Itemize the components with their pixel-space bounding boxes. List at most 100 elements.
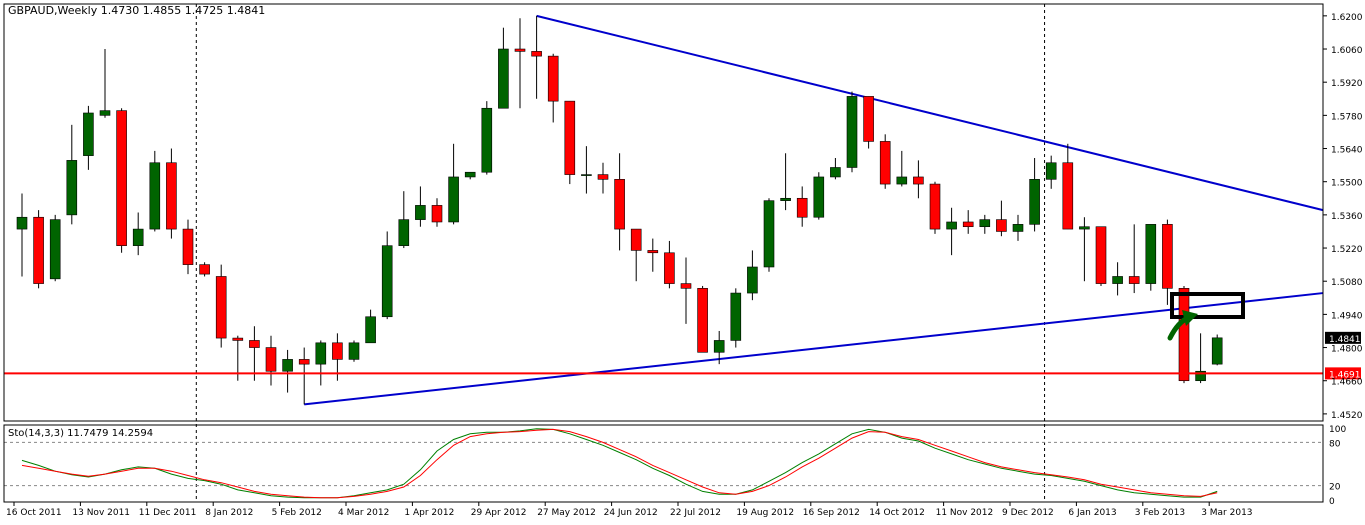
candle <box>531 15 542 99</box>
trendline <box>304 292 1324 406</box>
current-price-tag <box>1325 331 1361 344</box>
candle-body-bear <box>597 174 609 180</box>
candle <box>298 347 310 405</box>
candle-body-bull <box>481 107 493 173</box>
candle-body-bear <box>630 228 642 251</box>
x-tick-label: 11 Nov 2012 <box>936 508 994 518</box>
candle-body-bull <box>16 216 28 230</box>
candle-body-bull <box>780 197 791 201</box>
candle-body-bull <box>282 359 293 372</box>
x-tick-label: 22 Jul 2012 <box>670 508 721 518</box>
y-tick-label: 1.6060 <box>1331 46 1363 56</box>
candle-body-bull <box>1195 370 1206 382</box>
support-price-label: 1.4691 <box>1329 370 1361 380</box>
candle-body-bull <box>381 245 393 318</box>
candle <box>879 134 891 189</box>
candle <box>713 330 725 365</box>
candle-body-bull <box>348 342 360 360</box>
candle-body-bull <box>713 340 725 353</box>
candle <box>66 124 78 225</box>
candle-body-bear <box>1128 276 1140 284</box>
y-tick-label: 1.5360 <box>1331 212 1363 222</box>
x-tick-label: 16 Oct 2011 <box>6 508 62 518</box>
candle-body-bull <box>1045 162 1057 180</box>
candle-body-bear <box>116 110 127 246</box>
candle-body-bull <box>1079 226 1090 230</box>
y-tick-label: 1.5500 <box>1331 179 1363 189</box>
candle <box>116 108 127 253</box>
stochastic-title: Sto(14,3,3) 11.7479 14.2594 <box>8 428 153 439</box>
candle <box>730 288 742 348</box>
candle-body-bear <box>647 250 659 254</box>
candle <box>1095 226 1107 286</box>
x-tick-label: 19 Aug 2012 <box>736 508 794 518</box>
candle <box>630 228 642 282</box>
candle-body-bear <box>531 51 542 57</box>
main-panel-frame <box>3 3 1324 422</box>
candle-body-bear <box>1095 226 1107 284</box>
candle <box>431 198 443 227</box>
candle <box>830 158 841 180</box>
candle <box>680 257 692 324</box>
candle-body-bull <box>830 167 841 178</box>
candle <box>249 326 260 381</box>
candle <box>1012 214 1024 241</box>
y-tick-label: 1.5220 <box>1331 245 1363 255</box>
x-tick-label: 24 Jun 2012 <box>604 508 658 518</box>
candle-body-bull <box>896 176 908 185</box>
candle-body-bull <box>1029 179 1040 225</box>
candle <box>83 105 94 170</box>
x-tick-label: 16 Sep 2012 <box>803 508 860 518</box>
candle <box>514 18 526 109</box>
candle <box>1145 224 1157 291</box>
stochastic-level-label: 100 <box>1329 425 1346 435</box>
stochastic-level-label: 20 <box>1329 483 1341 493</box>
candle <box>747 250 758 301</box>
candle-body-bear <box>564 100 576 175</box>
candle-body-bear <box>879 141 891 185</box>
candle-body-bull <box>149 162 161 230</box>
candle-body-bull <box>813 176 825 218</box>
candle <box>1079 217 1090 282</box>
candle-body-bear <box>697 288 708 353</box>
candle <box>913 160 924 199</box>
candle-body-bull <box>1012 224 1024 232</box>
candle <box>33 210 44 289</box>
candle-body-bull <box>365 316 376 344</box>
y-tick-label: 1.5080 <box>1331 278 1363 288</box>
y-tick-label: 1.5920 <box>1331 79 1363 89</box>
candle-body-bear <box>232 337 244 341</box>
candle-body-bear <box>249 340 260 348</box>
candle-body-bull <box>763 200 775 268</box>
candle <box>481 101 493 175</box>
y-tick-label: 1.4520 <box>1331 411 1363 421</box>
candle-body-bear <box>680 283 692 289</box>
stochastic-level-label: 80 <box>1329 439 1341 449</box>
candle <box>780 153 791 211</box>
candle-body-bear <box>929 183 941 230</box>
candle <box>813 172 825 220</box>
candle-body-bear <box>514 48 526 52</box>
candle-body-bear <box>33 216 44 284</box>
x-tick-label: 14 Oct 2012 <box>869 508 925 518</box>
x-tick-label: 3 Feb 2013 <box>1135 508 1185 518</box>
candle-body-bull <box>464 171 476 178</box>
candle-body-bull <box>979 219 991 228</box>
annotation-rectangle <box>1170 292 1245 319</box>
candle-body-bull <box>315 342 327 365</box>
x-tick-label: 1 Apr 2012 <box>404 508 454 518</box>
stochastic-level-label: 0 <box>1329 497 1335 507</box>
candle <box>763 198 775 272</box>
x-tick-label: 9 Dec 2012 <box>1002 508 1054 518</box>
candle <box>215 264 227 348</box>
y-tick-label: 1.6200 <box>1331 13 1363 23</box>
candle-body-bull <box>1211 337 1223 365</box>
candle-body-bear <box>547 55 559 102</box>
candle <box>614 153 625 251</box>
candle <box>199 262 210 277</box>
candle-body-bull <box>448 176 459 223</box>
stochastic-main-line <box>21 428 1218 499</box>
candle <box>697 285 708 353</box>
